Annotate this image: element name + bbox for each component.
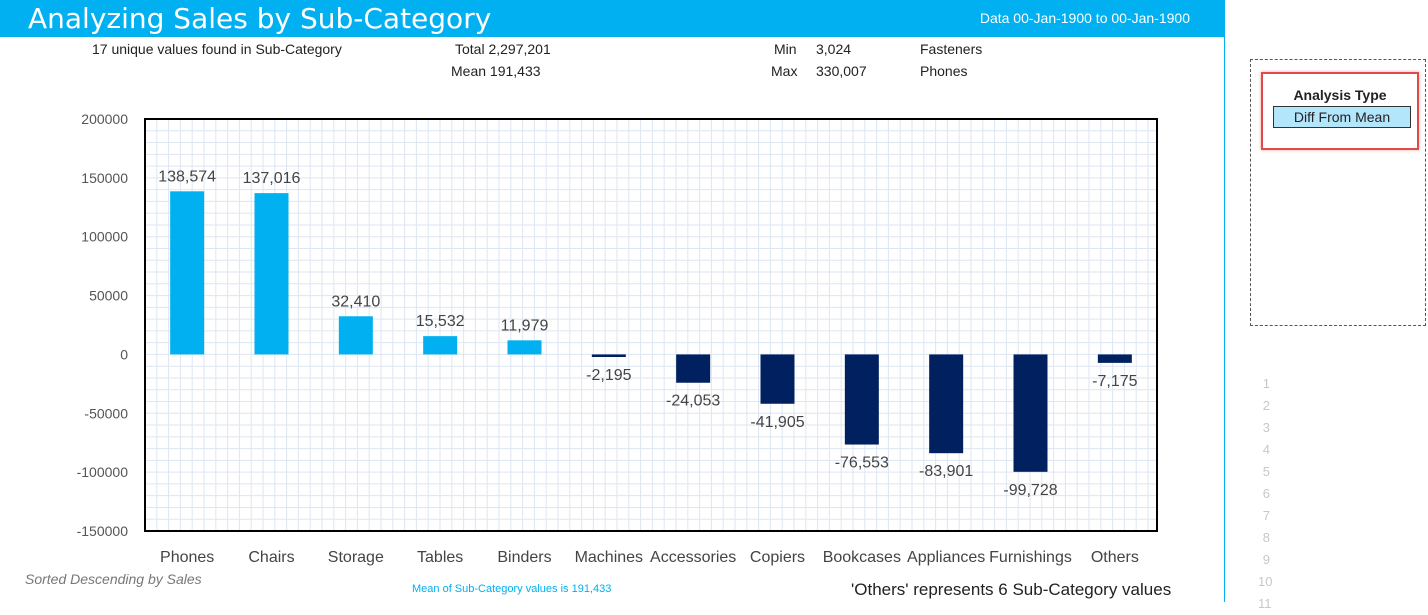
sort-note: Sorted Descending by Sales: [25, 571, 202, 587]
data-label: -83,901: [919, 463, 973, 480]
x-tick-label: Tables: [417, 549, 463, 566]
row-number: 3: [1262, 420, 1270, 435]
page-title: Analyzing Sales by Sub-Category: [28, 2, 492, 35]
header-bar: Analyzing Sales by Sub-Category Data 00-…: [0, 0, 1224, 37]
bar: [844, 354, 879, 445]
data-label: 15,532: [416, 313, 465, 330]
data-label: -2,195: [586, 367, 631, 384]
y-tick-label: 150000: [81, 170, 128, 186]
x-tick-label: Appliances: [907, 549, 985, 566]
bar: [591, 354, 626, 358]
mean-text: Mean 191,433: [451, 63, 541, 79]
max-category: Phones: [920, 63, 968, 79]
row-numbers: 1 2 3 4 5 6 7 8 9 10 11: [1258, 373, 1273, 615]
data-label: 32,410: [331, 293, 380, 310]
data-label: 11,979: [501, 317, 549, 334]
bar: [676, 354, 711, 383]
x-tick-label: Furnishings: [989, 549, 1072, 566]
x-tick-label: Copiers: [750, 549, 805, 566]
right-divider: [1224, 0, 1225, 602]
row-number: 11: [1258, 596, 1272, 611]
x-axis: Phones Chairs Storage Tables Binders Machines…: [160, 549, 1139, 566]
data-label: -99,728: [1003, 482, 1057, 499]
y-tick-label: 50000: [89, 288, 128, 304]
data-labels: 138,574 137,016 32,410 15,532 11,979 -2,195 -2…: [158, 168, 1137, 499]
x-tick-label: Chairs: [248, 549, 294, 566]
bar: [1097, 354, 1132, 363]
unique-values-text: 17 unique values found in Sub-Category: [92, 41, 342, 57]
y-tick-label: 200000: [81, 111, 128, 127]
row-number: 1: [1262, 376, 1270, 391]
bar: [423, 336, 458, 355]
analysis-type-label: Analysis Type: [1293, 87, 1387, 103]
analysis-type-selector[interactable]: Diff From Mean: [1273, 106, 1411, 128]
row-number: 7: [1262, 508, 1270, 523]
chart-grid: [144, 118, 1157, 531]
y-tick-label: -50000: [84, 405, 128, 421]
y-tick-label: -150000: [77, 523, 129, 539]
data-label: -41,905: [750, 414, 804, 431]
x-tick-label: Others: [1091, 549, 1139, 566]
bar: [1013, 354, 1048, 472]
row-number: 5: [1262, 464, 1270, 479]
bar: [338, 316, 373, 355]
x-tick-label: Phones: [160, 549, 214, 566]
x-tick-label: Machines: [575, 549, 643, 566]
max-label: Max: [771, 63, 798, 79]
data-label: -76,553: [835, 455, 889, 472]
x-tick-label: Accessories: [650, 549, 736, 566]
max-value: 330,007: [816, 63, 867, 79]
x-tick-label: Binders: [497, 549, 551, 566]
bar: [760, 354, 795, 404]
row-number: 2: [1262, 398, 1270, 413]
min-value: 3,024: [816, 41, 852, 57]
data-label: -24,053: [666, 393, 720, 410]
date-range: Data 00-Jan-1900 to 00-Jan-1900: [979, 10, 1190, 26]
total-text: Total 2,297,201: [455, 41, 551, 57]
data-label: 137,016: [243, 170, 301, 187]
bar: [507, 340, 542, 355]
bar: [929, 354, 964, 454]
data-label: 138,574: [158, 168, 216, 185]
bar: [254, 193, 289, 355]
mean-note: Mean of Sub-Category values is 191,433: [412, 583, 612, 595]
row-number: 10: [1258, 574, 1273, 589]
row-number: 6: [1262, 486, 1270, 501]
row-number: 9: [1262, 552, 1270, 567]
row-number: 4: [1262, 442, 1270, 457]
side-panel: [1250, 59, 1426, 326]
min-label: Min: [774, 41, 797, 57]
min-category: Fasteners: [920, 41, 983, 57]
x-tick-label: Bookcases: [823, 549, 901, 566]
y-axis: 200000 150000 100000 50000 0 -50000 -100000 -15…: [77, 111, 129, 539]
bar: [170, 191, 205, 355]
y-tick-label: -100000: [77, 464, 129, 480]
others-note: 'Others' represents 6 Sub-Category value…: [851, 580, 1172, 599]
x-tick-label: Storage: [328, 549, 384, 566]
bar-chart: 200000 150000 100000 50000 0 -50000 -100000 -15…: [77, 111, 1158, 566]
bars: [170, 191, 1132, 472]
row-number: 8: [1262, 530, 1270, 545]
data-label: -7,175: [1092, 373, 1137, 390]
y-tick-label: 0: [120, 346, 128, 362]
y-tick-label: 100000: [81, 229, 128, 245]
analysis-type-control[interactable]: Analysis Type Diff From Mean: [1261, 72, 1419, 150]
plot-frame: [144, 118, 1158, 532]
